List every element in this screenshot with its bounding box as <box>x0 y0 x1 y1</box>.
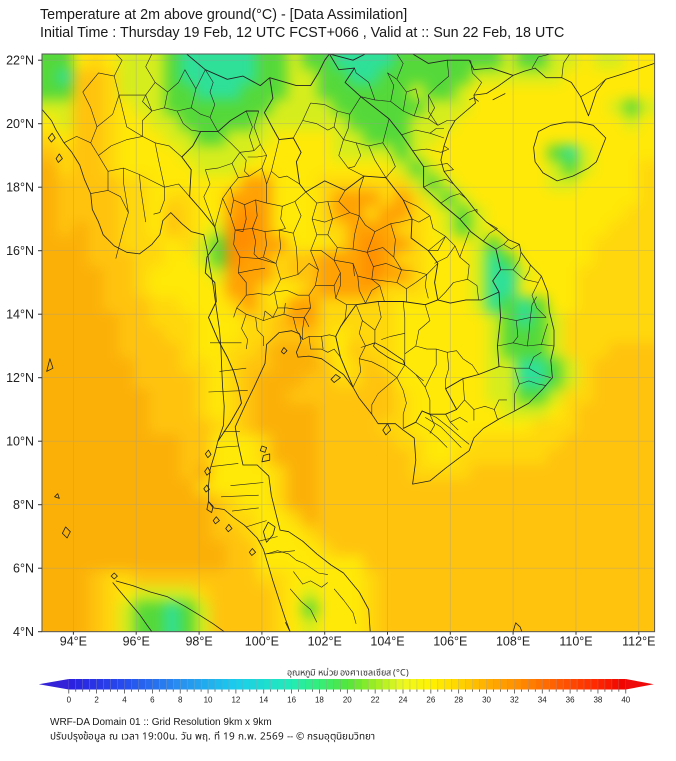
svg-text:8: 8 <box>178 696 183 705</box>
svg-text:8°N: 8°N <box>13 498 34 512</box>
svg-text:18°N: 18°N <box>6 181 34 195</box>
svg-text:10°N: 10°N <box>6 435 34 449</box>
svg-text:6: 6 <box>150 696 155 705</box>
svg-text:96°E: 96°E <box>123 635 150 649</box>
svg-text:28: 28 <box>454 696 463 705</box>
svg-text:32: 32 <box>510 696 519 705</box>
svg-text:40: 40 <box>621 696 630 705</box>
svg-text:2: 2 <box>94 696 99 705</box>
svg-text:36: 36 <box>566 696 575 705</box>
svg-text:38: 38 <box>593 696 602 705</box>
svg-text:12°N: 12°N <box>6 371 34 385</box>
svg-text:102°E: 102°E <box>308 635 342 649</box>
svg-text:Initial Time : Thursday 19 Feb: Initial Time : Thursday 19 Feb, 12 UTC F… <box>40 25 564 41</box>
svg-text:4°N: 4°N <box>13 625 34 639</box>
svg-text:14: 14 <box>259 696 268 705</box>
svg-text:104°E: 104°E <box>370 635 404 649</box>
svg-text:18: 18 <box>315 696 324 705</box>
svg-text:22°N: 22°N <box>6 54 34 68</box>
svg-text:98°E: 98°E <box>185 635 212 649</box>
svg-text:26: 26 <box>426 696 435 705</box>
svg-text:108°E: 108°E <box>496 635 530 649</box>
svg-text:110°E: 110°E <box>559 635 592 649</box>
svg-text:4: 4 <box>122 696 127 705</box>
svg-text:106°E: 106°E <box>433 635 467 649</box>
svg-text:22: 22 <box>371 696 380 705</box>
svg-text:20: 20 <box>343 696 352 705</box>
svg-text:34: 34 <box>538 696 547 705</box>
svg-text:20°N: 20°N <box>6 117 34 131</box>
svg-text:Temperature at 2m above ground: Temperature at 2m above ground(°C) - [Da… <box>40 7 407 23</box>
svg-text:16°N: 16°N <box>6 244 34 258</box>
svg-text:112°E: 112°E <box>622 635 655 649</box>
svg-text:100°E: 100°E <box>245 635 279 649</box>
svg-text:6°N: 6°N <box>13 562 34 576</box>
svg-text:10: 10 <box>204 696 213 705</box>
svg-text:94°E: 94°E <box>60 635 87 649</box>
svg-text:WRF-DA Domain 01 :: Grid Resol: WRF-DA Domain 01 :: Grid Resolution 9km … <box>50 717 272 728</box>
svg-text:12: 12 <box>231 696 240 705</box>
svg-text:14°N: 14°N <box>6 308 34 322</box>
svg-text:30: 30 <box>482 696 491 705</box>
svg-text:16: 16 <box>287 696 296 705</box>
svg-text:24: 24 <box>399 696 408 705</box>
svg-text:0: 0 <box>67 696 72 705</box>
